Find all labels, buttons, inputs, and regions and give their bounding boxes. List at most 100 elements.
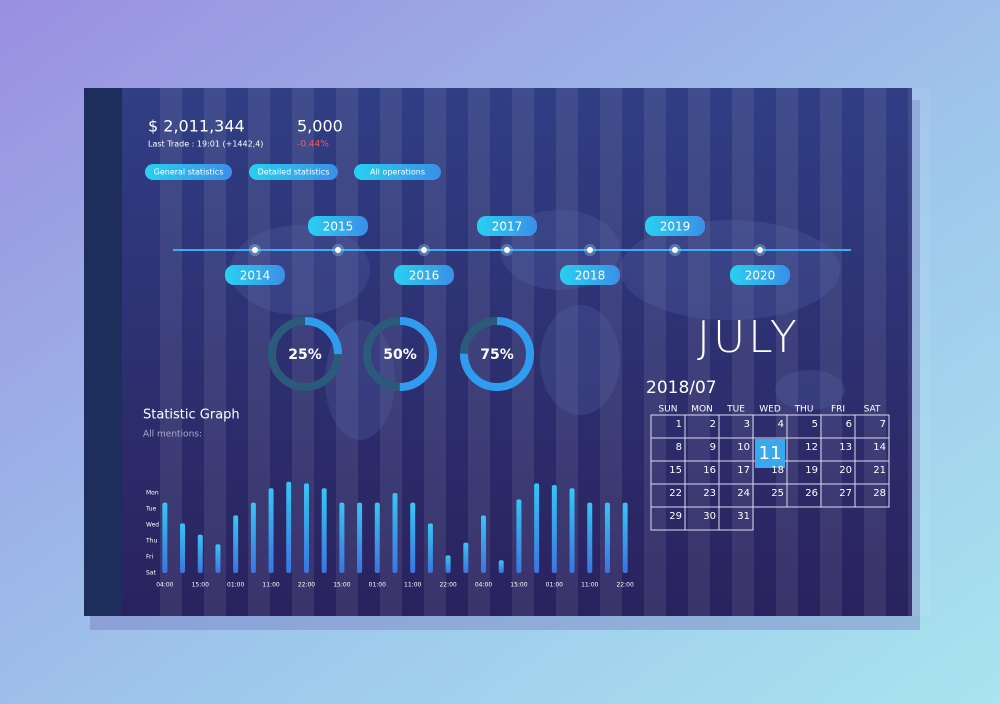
bar	[463, 542, 469, 573]
bar	[498, 560, 504, 573]
x-tick-label: 11:00	[404, 582, 421, 589]
day: 30	[703, 511, 716, 522]
button[interactable]	[145, 164, 232, 180]
day: 5	[812, 419, 818, 430]
selected-day	[755, 439, 785, 468]
bar	[233, 515, 239, 573]
day: 6	[846, 419, 852, 430]
day: 29	[669, 511, 682, 522]
button-label: All operations	[370, 168, 425, 177]
y-tick-label: Fri	[146, 554, 153, 561]
year-label: 2019	[660, 220, 691, 234]
calendar-month: JULY	[697, 312, 800, 363]
bar	[321, 488, 327, 573]
day: 15	[669, 465, 682, 476]
stripe	[864, 88, 886, 616]
y-tick-label: Tue	[145, 506, 157, 513]
weekday: MON	[691, 405, 713, 415]
bar	[534, 483, 540, 573]
x-tick-label: 01:00	[546, 582, 563, 589]
day: 13	[839, 442, 852, 453]
year-pill[interactable]	[225, 265, 285, 285]
x-tick-label: 04:00	[156, 582, 173, 589]
donut-arc	[363, 317, 437, 391]
x-tick-label: 11:00	[262, 582, 279, 589]
bar	[215, 544, 221, 573]
stripe	[600, 88, 622, 616]
year-pill[interactable]	[560, 265, 620, 285]
bar	[516, 499, 522, 573]
year-label: 2018	[575, 269, 606, 283]
button[interactable]	[354, 164, 441, 180]
x-tick-label: 22:00	[616, 582, 633, 589]
x-tick-label: 01:00	[227, 582, 244, 589]
weekday: WED	[759, 405, 781, 415]
bar	[427, 523, 433, 573]
year-pill[interactable]	[308, 216, 368, 236]
bar	[250, 502, 256, 573]
donut-label: 75%	[480, 347, 514, 363]
button-label: Detailed statistics	[258, 168, 330, 177]
weekday: SUN	[658, 405, 677, 415]
bar	[392, 493, 398, 573]
timeline-dot	[421, 247, 427, 253]
weekday: TUE	[726, 405, 745, 415]
year-label: 2016	[409, 269, 440, 283]
bar	[551, 485, 557, 573]
x-tick-label: 04:00	[475, 582, 492, 589]
bar	[268, 488, 274, 573]
last-trade: Last Trade : 19:01 (+1442,4)	[148, 140, 263, 149]
donut-label: 50%	[383, 347, 417, 363]
day: 27	[839, 488, 852, 499]
year-pill[interactable]	[394, 265, 454, 285]
year-pill[interactable]	[730, 265, 790, 285]
day: 23	[703, 488, 716, 499]
year-label: 2015	[323, 220, 354, 234]
stripe	[380, 88, 402, 616]
year-pill[interactable]	[477, 216, 537, 236]
timeline-dot	[672, 247, 678, 253]
bar	[357, 502, 363, 573]
timeline-dot	[587, 247, 593, 253]
day: 19	[805, 465, 818, 476]
day: 17	[737, 465, 750, 476]
day: 4	[778, 419, 784, 430]
calendar-period: 2018/07	[646, 378, 717, 398]
day: 22	[669, 488, 682, 499]
x-tick-label: 11:00	[581, 582, 598, 589]
timeline-dot	[757, 247, 763, 253]
day: 26	[805, 488, 818, 499]
bar	[162, 502, 168, 573]
day: 21	[873, 465, 886, 476]
y-tick-label: Sat	[146, 570, 156, 577]
day: 14	[873, 442, 886, 453]
graph-title: Statistic Graph	[143, 408, 240, 423]
stripe	[908, 88, 930, 616]
donut-arc	[268, 317, 342, 391]
day: 3	[744, 419, 750, 430]
weekday: FRI	[831, 405, 845, 415]
balance: $ 2,011,344	[148, 117, 245, 136]
day: 24	[737, 488, 750, 499]
x-tick-label: 22:00	[298, 582, 315, 589]
world-map	[230, 210, 845, 440]
x-tick-label: 15:00	[333, 582, 350, 589]
y-tick-label: Thu	[145, 538, 157, 545]
day: 18	[771, 465, 784, 476]
day: 2	[710, 419, 716, 430]
stripe	[160, 88, 182, 616]
button[interactable]	[249, 164, 338, 180]
day: 31	[737, 511, 750, 522]
weekday: SAT	[864, 405, 881, 415]
bar	[622, 502, 628, 573]
change: -0.44%	[297, 140, 329, 150]
timeline-dot	[252, 247, 258, 253]
day: 25	[771, 488, 784, 499]
year-pill[interactable]	[645, 216, 705, 236]
timeline-dot	[504, 247, 510, 253]
x-tick-label: 15:00	[510, 582, 527, 589]
bar	[410, 502, 416, 573]
x-tick-label: 22:00	[439, 582, 456, 589]
donut-arc	[460, 317, 534, 391]
